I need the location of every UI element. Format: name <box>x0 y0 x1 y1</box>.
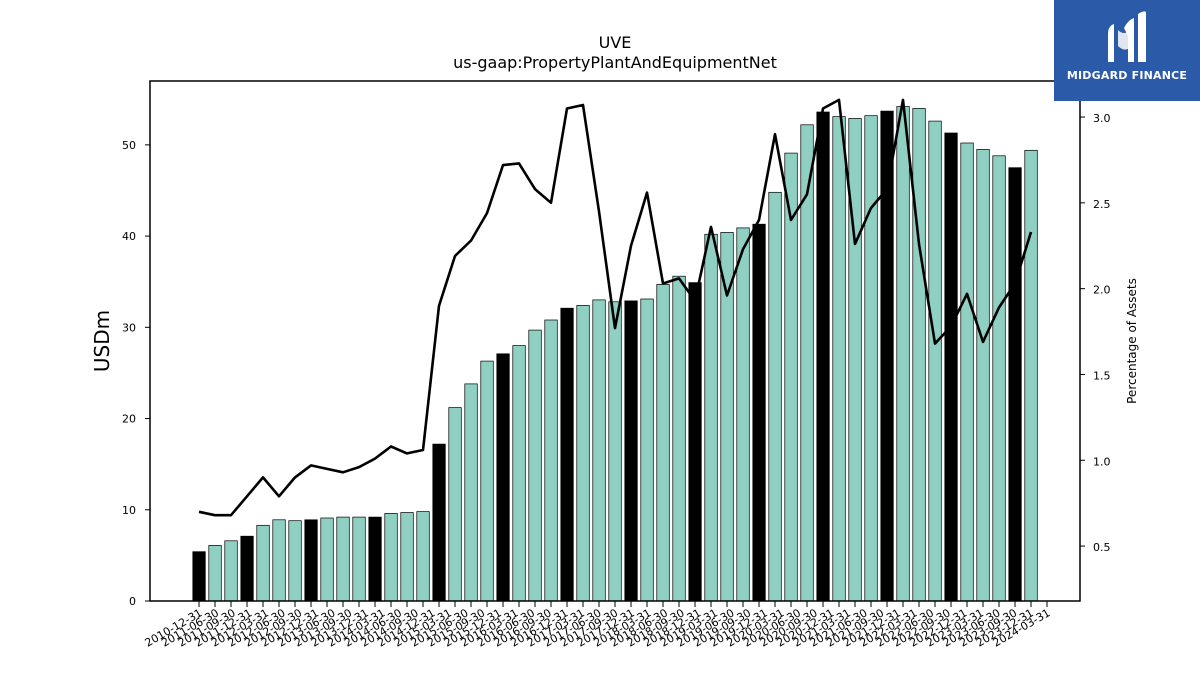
chart-title: UVE <box>599 33 632 52</box>
bar-2010-12-31 <box>192 551 206 602</box>
chart-subtitle: us-gaap:PropertyPlantAndEquipmentNet <box>453 53 777 72</box>
bar-2012-09-30 <box>304 519 318 602</box>
midgard-logo-icon <box>1108 11 1146 63</box>
bar-2018-12-31 <box>704 233 718 602</box>
brand-logo-text: MIDGARD FINANCE <box>1066 69 1188 82</box>
bar-2022-09-30 <box>944 132 958 602</box>
bar-2017-12-31 <box>640 298 654 602</box>
percentage-line <box>198 98 1033 517</box>
x-axis: 2010-12-312011-06-302011-09-302011-12-31… <box>143 601 1053 650</box>
bar-2017-06-30 <box>608 301 622 602</box>
y-left-tick-label: 0 <box>129 595 136 608</box>
y-axis-right: 0.5 1.0 1.5 2.0 2.5 3.0 <box>1080 112 1111 554</box>
y-axis-left: 0 10 20 30 40 50 <box>122 139 150 608</box>
y-left-tick-label: 20 <box>122 413 136 426</box>
y-right-tick-label: 2.0 <box>1093 284 1111 297</box>
bar-2014-03-31 <box>400 512 414 602</box>
bar-2012-12-31 <box>320 517 334 602</box>
bar-2012-03-31 <box>272 519 286 602</box>
bar-2015-09-30 <box>496 353 510 602</box>
y-right-tick-label: 3.0 <box>1093 112 1111 125</box>
bar-2023-06-30 <box>992 155 1006 602</box>
y-right-tick-label: 0.5 <box>1093 541 1111 554</box>
bar-2019-12-31 <box>768 191 782 602</box>
bar-2016-12-31 <box>576 305 590 602</box>
y-axis-label-left: USDm <box>90 310 114 372</box>
y-left-tick-label: 10 <box>122 504 136 517</box>
bar-2018-06-30 <box>672 275 686 602</box>
bar-2013-03-31 <box>336 516 350 602</box>
bar-2021-12-31 <box>896 106 910 602</box>
bar-2017-03-31 <box>592 299 606 602</box>
bar-2023-12-31 <box>1024 149 1038 602</box>
bar-2016-06-30 <box>544 319 558 602</box>
bar-2013-09-30 <box>368 516 382 602</box>
bar-2023-09-30 <box>1008 167 1022 602</box>
bar-2020-09-30 <box>816 111 830 602</box>
y-left-tick-label: 50 <box>122 139 136 152</box>
bar-2022-06-30 <box>928 120 942 602</box>
bar-2017-09-30 <box>624 300 638 602</box>
bar-2023-03-31 <box>976 149 990 602</box>
y-left-tick-label: 30 <box>122 321 136 334</box>
bar-2019-09-30 <box>752 223 766 602</box>
brand-logo: MIDGARD FINANCE <box>1054 0 1200 101</box>
bar-series <box>192 106 1038 602</box>
bar-2016-09-30 <box>560 307 574 602</box>
bar-2014-12-31 <box>448 407 462 602</box>
bar-2014-09-30 <box>432 443 446 602</box>
y-left-tick-label: 40 <box>122 230 136 243</box>
bar-2013-12-31 <box>384 513 398 602</box>
bar-2021-03-31 <box>848 118 862 602</box>
bar-2011-06-30 <box>224 540 238 602</box>
bar-2021-06-30 <box>864 115 878 602</box>
bar-2011-09-30 <box>240 535 254 602</box>
y-axis-label-right: Percentage of Assets <box>1125 278 1139 404</box>
y-right-tick-label: 2.5 <box>1093 198 1111 211</box>
bar-2016-03-31 <box>528 329 542 602</box>
bar-2012-06-30 <box>288 520 302 602</box>
bar-2022-12-31 <box>960 142 974 602</box>
bar-2011-03-31 <box>208 545 222 602</box>
y-right-tick-label: 1.0 <box>1093 455 1111 468</box>
bar-2013-06-30 <box>352 516 366 602</box>
bar-2018-03-31 <box>656 284 670 602</box>
bar-2011-12-31 <box>256 524 270 602</box>
bar-2015-12-31 <box>512 345 526 602</box>
bar-2018-09-30 <box>688 282 702 602</box>
bar-2019-03-31 <box>720 232 734 602</box>
bar-2020-12-31 <box>832 116 846 602</box>
y-right-tick-label: 1.5 <box>1093 369 1111 382</box>
bar-2015-03-31 <box>464 383 478 602</box>
bar-2015-06-30 <box>480 360 494 602</box>
line-series <box>198 98 1033 517</box>
bar-2019-06-30 <box>736 227 750 602</box>
bar-2022-03-31 <box>912 108 926 602</box>
bar-2014-06-30 <box>416 511 430 602</box>
